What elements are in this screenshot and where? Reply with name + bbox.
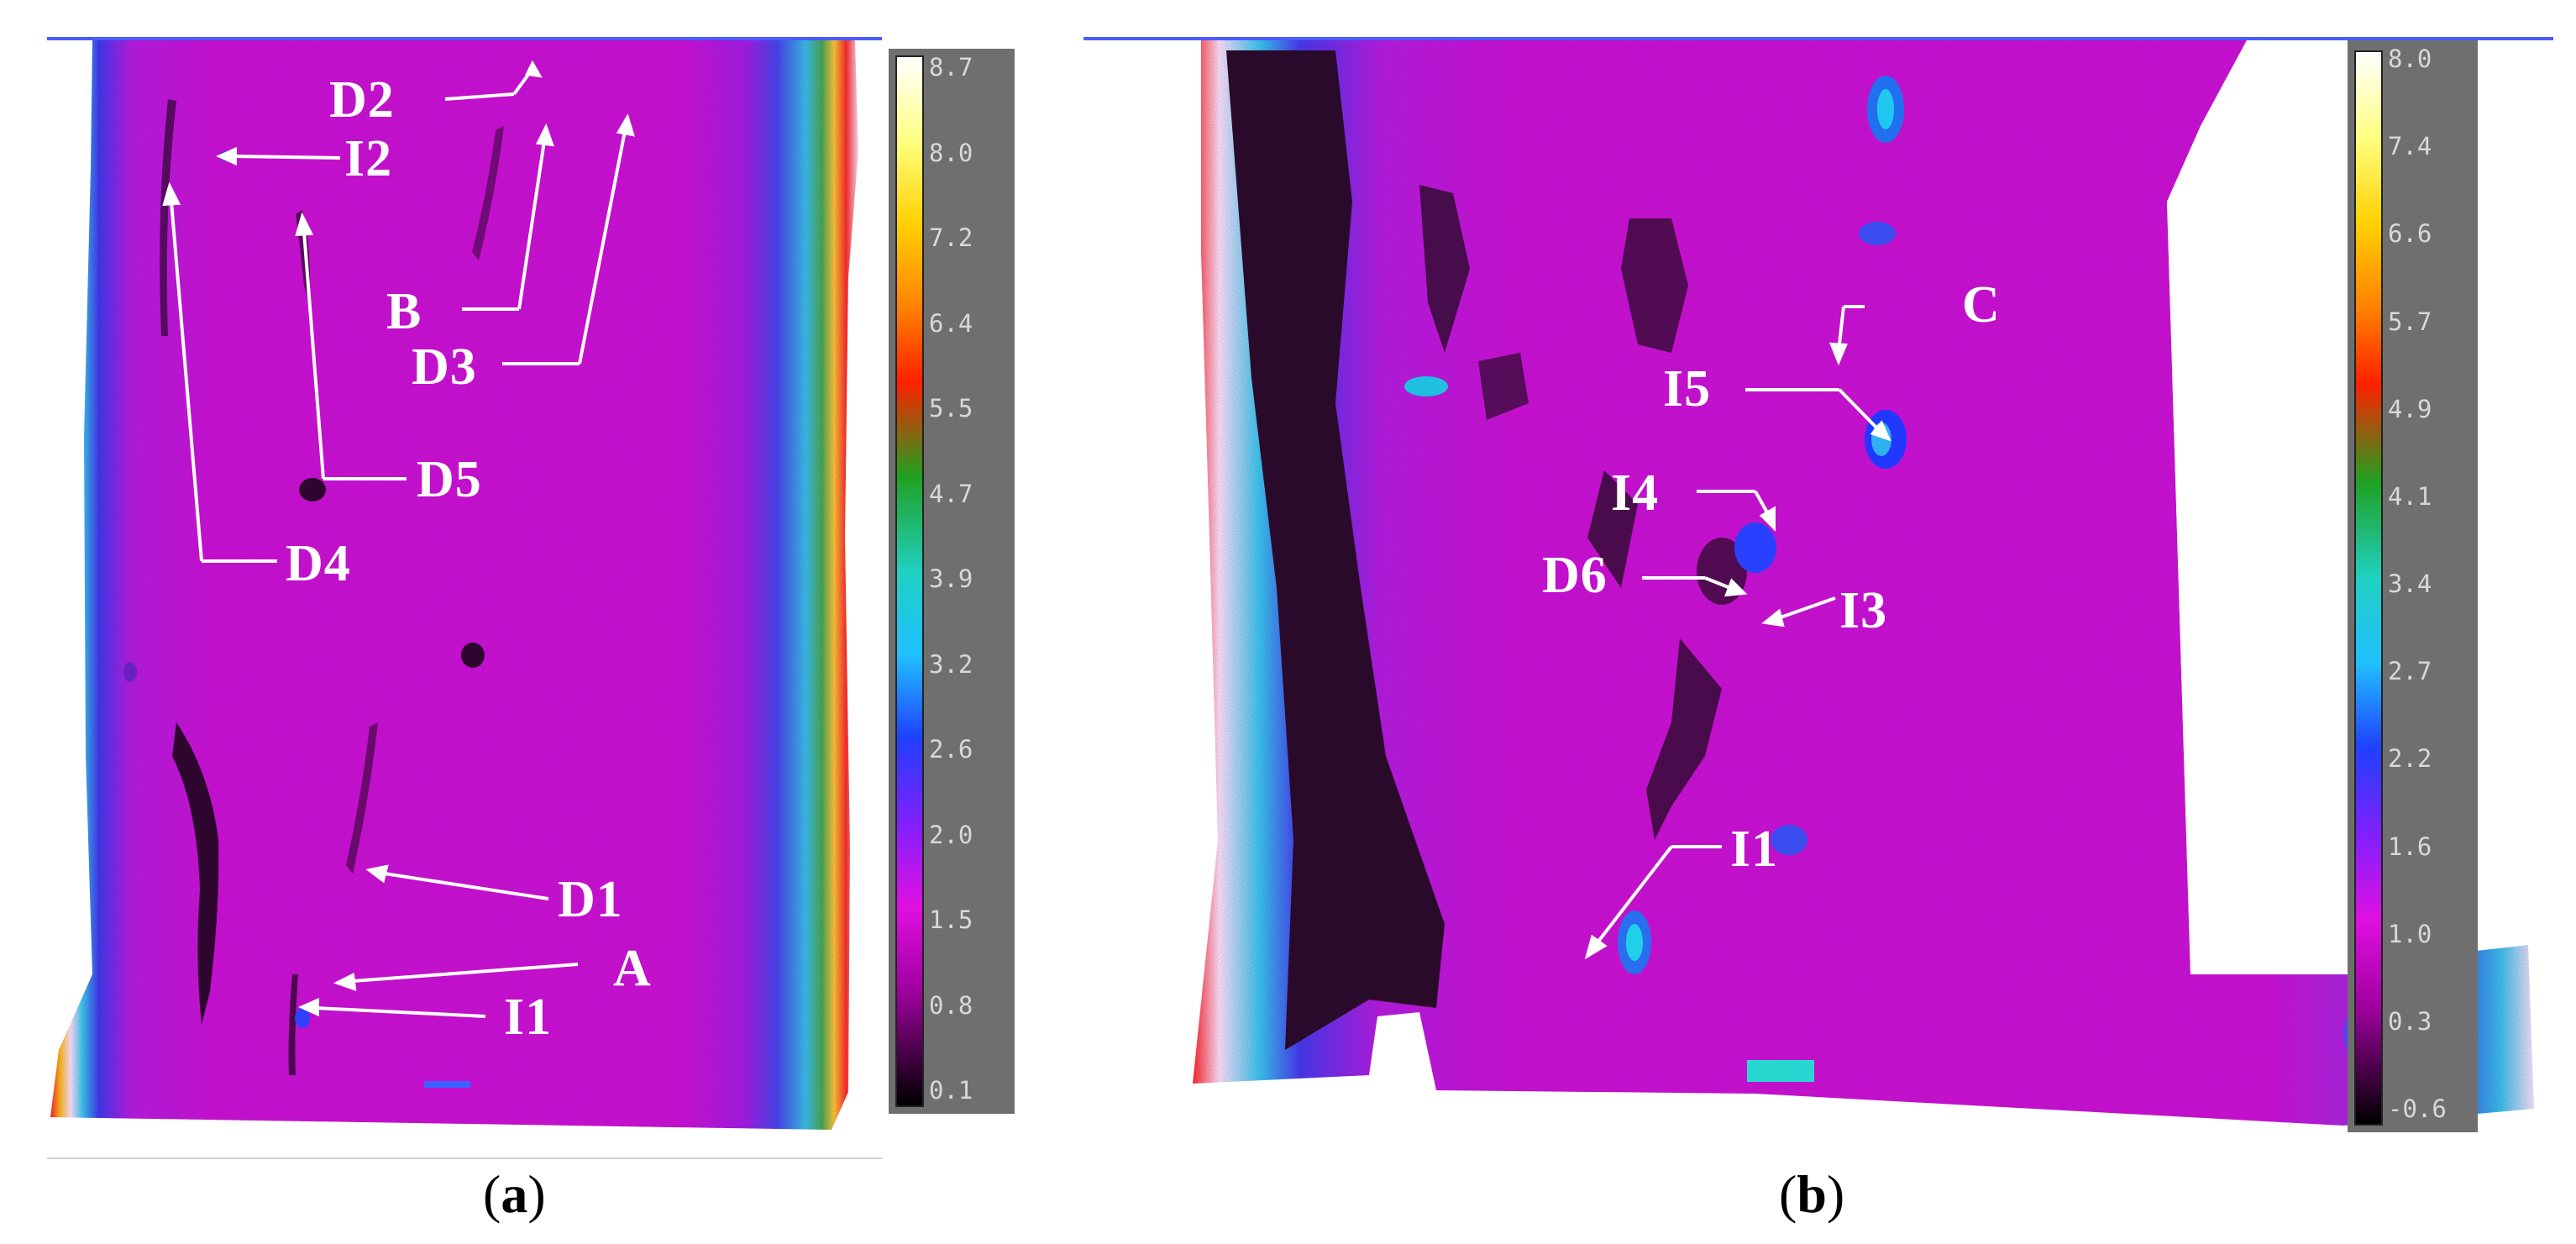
marker-i5: I5 (1663, 360, 1712, 417)
colorbar-tick-label: 3.2 (929, 649, 973, 679)
colorbar-tick-label: 4.9 (2388, 394, 2432, 423)
marker-i1: I1 (504, 989, 553, 1046)
colorbar-tick-label: 1.6 (2388, 832, 2432, 861)
colorbar-tick-label: 8.7 (929, 53, 973, 81)
colorbar-tick-label: 7.2 (929, 223, 973, 252)
colorbar-tick-label: 8.0 (929, 138, 973, 167)
colorbar-b: 8.0 7.4 6.6 5.7 4.9 4.1 3.4 2.7 2.2 1.6 1.0 0.3 -0.6 (2348, 40, 2478, 1132)
colorbar-tick-label: 3.9 (929, 564, 973, 593)
colorbar-tick-label: 2.6 (929, 735, 973, 764)
marker-i1: I1 (1730, 821, 1779, 878)
marker-d3: D3 (412, 339, 477, 396)
marker-d2: D2 (329, 71, 395, 129)
colorbar-tick-label: 0.1 (929, 1076, 973, 1105)
colorbar-tick-label: -0.6 (2388, 1094, 2447, 1123)
marker-d1: D1 (558, 871, 623, 928)
colorbar-gradient (895, 55, 924, 1107)
marker-i3: I3 (1839, 582, 1888, 639)
marker-d6: D6 (1542, 547, 1608, 604)
colorbar-tick-label: 1.5 (929, 905, 973, 934)
marker-a: A (613, 940, 652, 997)
colorbar-tick-label: 0.8 (929, 990, 973, 1020)
colorbar-tick-label: 1.0 (2388, 919, 2432, 948)
colorbar-tick-label: 2.7 (2388, 657, 2432, 686)
panel-a: D2 I2 B D3 D5 D4 D1 A I1 8.7 8.0 7.2 6.4 5.5… (0, 0, 1083, 1244)
colorbar-tick-label: 0.3 (2388, 1006, 2432, 1036)
marker-i2: I2 (344, 130, 393, 187)
colorbar-tick-label: 6.6 (2388, 219, 2432, 249)
caption-b: (b) (1779, 1164, 1845, 1224)
panel-b: C I5 I4 D6 I3 I1 8.0 7.4 6.6 5.7 4.9 4.1 3.4 2.… (1083, 0, 2576, 1244)
colorbar-tick-label: 5.5 (929, 394, 973, 423)
defect-region (160, 99, 504, 1075)
colorbar-tick-label: 4.1 (2388, 481, 2432, 511)
colorbar-tick-label: 5.7 (2388, 307, 2432, 336)
marker-d5: D5 (417, 451, 482, 508)
caption-a: (a) (483, 1164, 546, 1224)
colorbar-tick-label: 7.4 (2388, 132, 2432, 161)
colorbar-tick-label: 2.0 (929, 820, 973, 849)
marker-c: C (1962, 276, 2001, 333)
defect-region (1226, 50, 1747, 1050)
colorbar-tick-label: 6.4 (929, 308, 973, 338)
marker-i4: I4 (1611, 465, 1660, 522)
thermal-image-b (1083, 37, 2553, 1126)
marker-b: B (386, 283, 422, 340)
thermal-image-a (47, 37, 882, 1159)
colorbar-tick-label: 8.0 (2388, 45, 2432, 73)
colorbar-tick-label: 2.2 (2388, 744, 2432, 774)
marker-d4: D4 (286, 535, 351, 592)
colorbar-tick-label: 4.7 (929, 479, 973, 508)
colorbar-gradient (2354, 50, 2383, 1126)
colorbar-a: 8.7 8.0 7.2 6.4 5.5 4.7 3.9 3.2 2.6 2.0 1.5 0.8 0.1 (889, 49, 1015, 1114)
colorbar-tick-label: 3.4 (2388, 570, 2432, 598)
